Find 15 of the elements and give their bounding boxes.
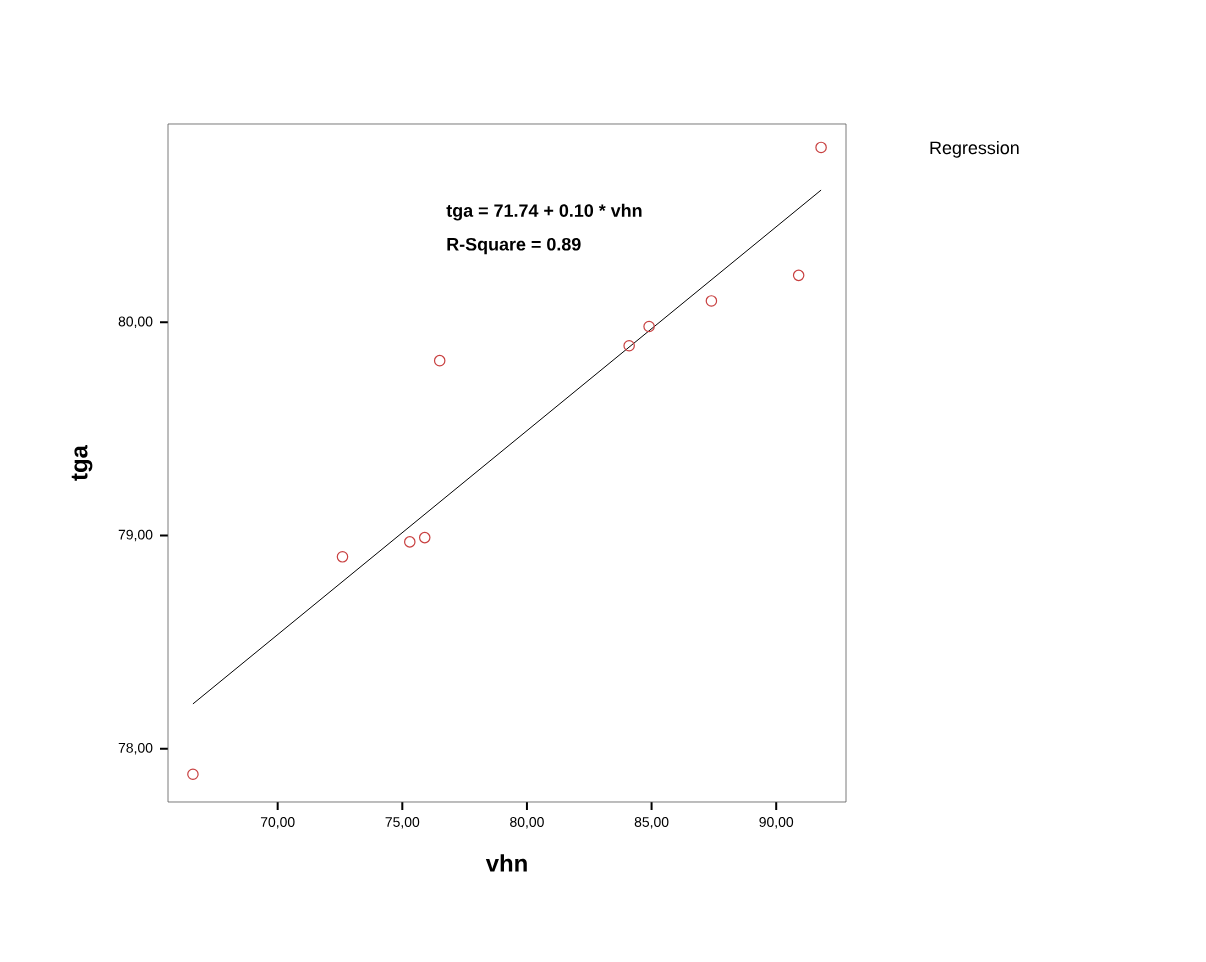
annotation: tga = 71.74 + 0.10 * vhn	[446, 203, 642, 221]
point	[705, 295, 718, 307]
annotation: R-Square = 0.89	[447, 237, 581, 255]
point	[404, 536, 416, 548]
point	[433, 354, 446, 367]
text: Regression	[930, 141, 1019, 158]
y-axis-title: tga	[71, 444, 93, 481]
point	[643, 320, 655, 333]
x-axis-title: vhn	[485, 854, 527, 872]
point	[187, 768, 199, 781]
point	[336, 551, 349, 563]
point	[792, 269, 805, 282]
point	[815, 141, 827, 154]
point	[418, 531, 431, 544]
point	[623, 339, 635, 352]
